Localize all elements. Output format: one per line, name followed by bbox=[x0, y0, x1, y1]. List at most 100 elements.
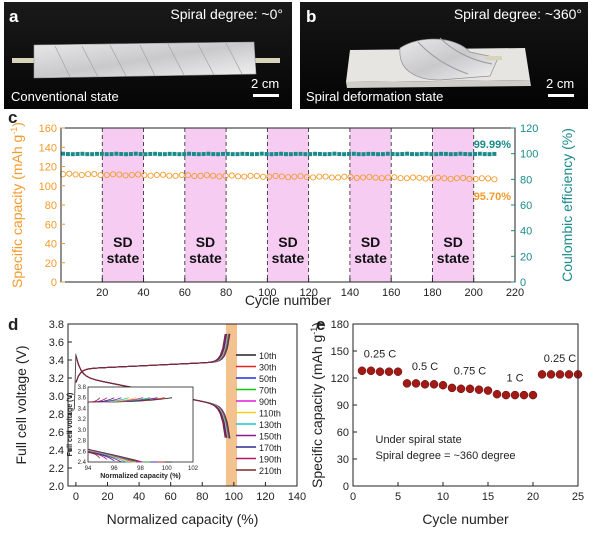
rate-point bbox=[438, 380, 448, 390]
rate-point bbox=[456, 384, 466, 394]
capacity-point bbox=[385, 174, 392, 181]
x-tick-label-d: 60 bbox=[165, 491, 177, 503]
capacity-annotation: 95.70% bbox=[474, 191, 512, 203]
x-axis-label-c: Cycle number bbox=[245, 292, 332, 308]
capacity-point bbox=[153, 171, 160, 179]
flat-battery-pouch bbox=[33, 41, 257, 79]
x-tick-label-c: 100 bbox=[258, 287, 276, 299]
efficiency-point bbox=[385, 151, 390, 156]
x-tick-label-e: 10 bbox=[437, 491, 449, 503]
rate-point bbox=[420, 380, 430, 389]
x-tick-label-c: 20 bbox=[96, 287, 108, 299]
rate-point bbox=[375, 367, 385, 376]
x-tick-label-c: 200 bbox=[465, 287, 483, 299]
efficiency-point bbox=[477, 151, 482, 156]
efficiency-point bbox=[274, 151, 279, 156]
y-tick-label-d: 2.4 bbox=[49, 445, 64, 457]
capacity-point bbox=[372, 174, 379, 181]
capacity-point bbox=[403, 175, 410, 182]
capacity-point bbox=[122, 172, 129, 179]
inset-y-tick-label: 3.0 bbox=[78, 428, 87, 434]
efficiency-point bbox=[405, 151, 410, 156]
efficiency-point bbox=[332, 151, 337, 156]
efficiency-point bbox=[361, 152, 366, 157]
y-tick-label-d: 2.6 bbox=[49, 427, 64, 439]
efficiency-point bbox=[114, 151, 119, 156]
x-tick-label-e: 15 bbox=[482, 491, 494, 503]
capacity-point bbox=[378, 175, 385, 182]
capacity-point bbox=[235, 173, 242, 180]
x-tick-label-e: 25 bbox=[572, 491, 584, 503]
capacity-point bbox=[303, 173, 310, 181]
panel-a-state: Conventional state bbox=[11, 89, 119, 104]
efficiency-point bbox=[259, 151, 264, 156]
capacity-point bbox=[285, 174, 292, 181]
capacity-point bbox=[72, 171, 79, 178]
y-left-axis-label-c: Specific capacity (mAh g-1) bbox=[9, 122, 25, 288]
rate-point bbox=[537, 370, 547, 379]
x-axis-label-d: Normalized capacity (%) bbox=[107, 511, 259, 527]
rate-point bbox=[492, 389, 502, 399]
capacity-point bbox=[485, 175, 492, 182]
panel-b-spiral-degree: Spiral degree: ~360° bbox=[454, 6, 582, 22]
y-tick-label-d: 3.2 bbox=[49, 373, 64, 385]
efficiency-point bbox=[279, 151, 284, 156]
efficiency-point bbox=[380, 152, 385, 157]
efficiency-point bbox=[128, 152, 133, 157]
efficiency-point bbox=[201, 152, 206, 157]
efficiency-point bbox=[269, 152, 274, 157]
efficiency-point bbox=[283, 152, 288, 157]
y-left-tick-label: 0 bbox=[51, 277, 57, 289]
legend-label-210th: 210th bbox=[259, 466, 282, 476]
y-left-tick-label: 40 bbox=[45, 239, 57, 251]
efficiency-point bbox=[206, 151, 211, 156]
sd-label-top: SD bbox=[443, 234, 462, 250]
capacity-point bbox=[241, 173, 248, 180]
capacity-point bbox=[491, 176, 498, 183]
capacity-point bbox=[228, 172, 235, 179]
inset-x-tick-label: 94 bbox=[85, 466, 92, 472]
panel-e-letter: e bbox=[316, 315, 325, 334]
y-left-tick-label: 100 bbox=[39, 181, 57, 193]
efficiency-point bbox=[80, 151, 85, 156]
capacity-point bbox=[222, 172, 229, 179]
capacity-point bbox=[103, 171, 110, 179]
charge-curve-50th bbox=[75, 333, 230, 383]
panel-a-spiral-degree: Spiral degree: ~0° bbox=[170, 6, 283, 22]
efficiency-point bbox=[376, 152, 381, 157]
efficiency-point bbox=[75, 151, 80, 156]
capacity-point bbox=[466, 175, 473, 182]
panel-b-letter: b bbox=[306, 7, 316, 26]
sd-label-top: SD bbox=[361, 234, 380, 250]
capacity-point bbox=[210, 172, 217, 179]
capacity-point bbox=[453, 175, 460, 182]
y-tick-label-d: 3.0 bbox=[49, 391, 64, 403]
y-right-tick-label: 80 bbox=[520, 174, 532, 186]
capacity-point bbox=[422, 175, 429, 182]
panel-a: a Spiral degree: ~0° 2 cm Conventional s… bbox=[4, 2, 292, 109]
capacity-point bbox=[116, 171, 123, 178]
y-left-tick-label: 140 bbox=[39, 142, 57, 154]
efficiency-point bbox=[143, 152, 148, 157]
x-axis-label-e: Cycle number bbox=[422, 511, 509, 527]
rate-point bbox=[546, 370, 556, 379]
inset-y-tick-label: 3.6 bbox=[78, 396, 87, 402]
capacity-point bbox=[397, 175, 404, 182]
x-tick-label-e: 0 bbox=[350, 491, 356, 503]
cloth-edge bbox=[346, 80, 531, 88]
capacity-point bbox=[291, 173, 298, 180]
efficiency-point bbox=[250, 152, 255, 157]
y-tick-label-d: 3.4 bbox=[49, 355, 64, 367]
efficiency-point bbox=[327, 152, 332, 157]
efficiency-point bbox=[211, 152, 216, 157]
panel-b-state: Spiral deformation state bbox=[306, 89, 443, 104]
efficiency-point bbox=[298, 151, 303, 156]
spiral-tab bbox=[486, 56, 502, 60]
inset-charge-210th bbox=[88, 397, 101, 403]
y-left-tick-label: 120 bbox=[39, 162, 57, 174]
panel-a-scale-bar bbox=[253, 94, 279, 97]
y-right-axis-label-c: Coulombic efficiency (%) bbox=[559, 128, 575, 282]
efficiency-point bbox=[85, 152, 90, 157]
y-tick-label-e: 120 bbox=[331, 373, 349, 385]
capacity-point bbox=[260, 173, 267, 180]
